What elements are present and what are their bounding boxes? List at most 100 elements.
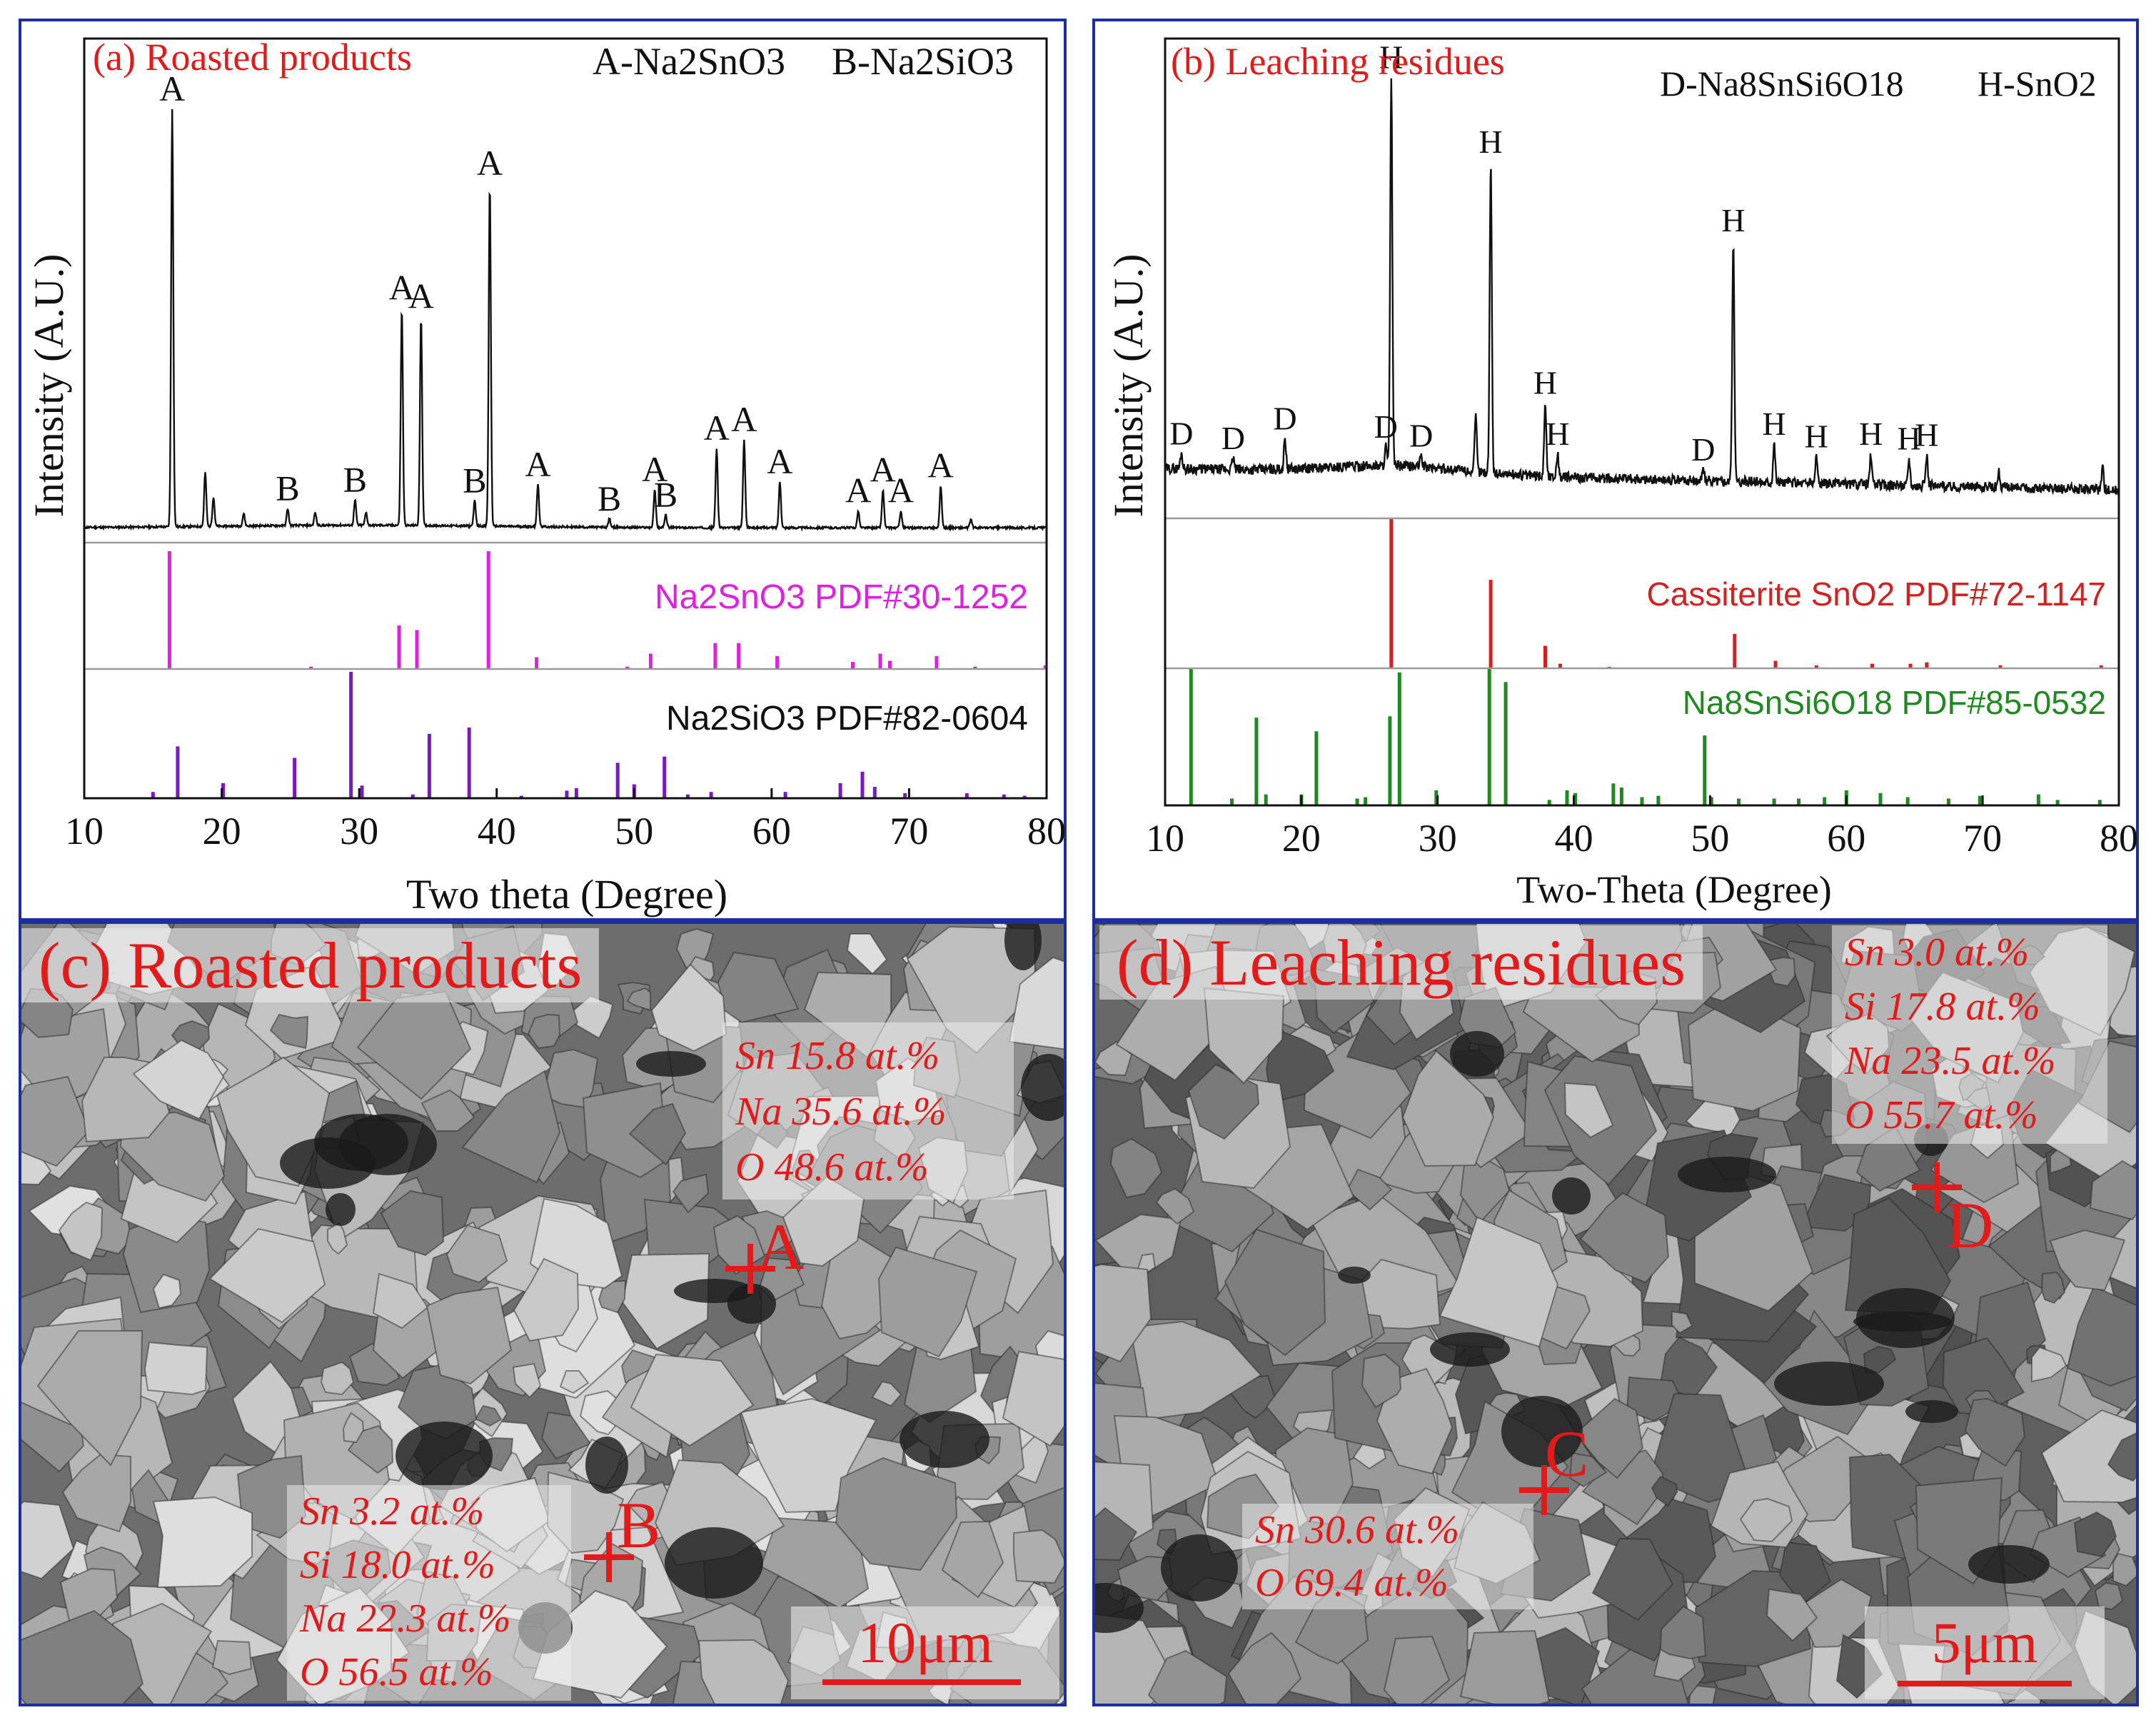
sem-d-grain-445	[1361, 1353, 1402, 1409]
sem-c-grain-401	[877, 1246, 978, 1358]
chart-a-xtick-label-5: 60	[752, 810, 791, 853]
sem-c-grain-307	[707, 951, 800, 1024]
eds-a-line-3: O 48.6 at.%	[735, 1145, 929, 1190]
eds-d-line-4: O 55.7 at.%	[1845, 1093, 2038, 1137]
sem-c-grain-372	[143, 1341, 208, 1396]
sem-c-pore-13	[1004, 924, 1042, 970]
sem-c-grain-161	[598, 1279, 627, 1314]
point-d-label: D	[1946, 1189, 1994, 1262]
sem-d-grain-478	[1765, 1588, 1818, 1642]
chart-a-xlabel: Two theta (Degree)	[406, 871, 727, 917]
sem-c-pore-9	[1021, 1054, 1064, 1121]
point-c-marker	[1519, 1465, 1569, 1515]
chart-b-peak-label-8: H	[1533, 365, 1557, 401]
sem-d-pore-12	[1678, 1157, 1776, 1192]
eds-box-d: Sn 3.0 at.% Si 17.8 at.% Na 23.5 at.% O …	[1832, 925, 2107, 1144]
chart-a-xtick-label-2: 30	[340, 810, 378, 853]
chart-a-peak-label-12: A	[525, 444, 550, 484]
sem-d-grain-420	[1137, 1252, 1157, 1274]
sem-c-pore-6	[326, 1193, 356, 1226]
chart-a-xtick-label-6: 70	[890, 810, 928, 853]
chart-a-peak-label-6: B	[343, 460, 367, 500]
sem-d-pore-11	[1853, 1312, 1952, 1332]
sem-d-pore-9	[1774, 1362, 1884, 1406]
chart-b-xtick-label-3: 40	[1555, 817, 1593, 860]
chart-b-xtick-label-0: 10	[1146, 817, 1184, 860]
sem-c-grain-330	[540, 1411, 592, 1460]
chart-b-peak-label-2: D	[1273, 400, 1296, 436]
sem-c-grain-273	[372, 1272, 429, 1329]
sem-c-grain-275	[474, 1404, 503, 1427]
sem-d-grain-460	[1563, 1082, 1614, 1139]
sem-d-grain-378	[1648, 1392, 1753, 1504]
sem-c-grain-415	[152, 1496, 253, 1589]
eds-box-c: Sn 30.6 at.% O 69.4 at.%	[1242, 1504, 1533, 1609]
chart-a-ref2-label: Na2SiO3 PDF#82-0604	[666, 700, 1028, 738]
chart-a-peak-label-21: A	[888, 471, 914, 511]
chart-b-pattern-line	[1164, 78, 2120, 496]
sem-d-grain-424	[2066, 1285, 2136, 1387]
sem-d-grain-502	[1863, 1345, 1897, 1374]
sem-c-grain-413	[461, 1070, 561, 1184]
eds-b-line-4: O 56.5 at.%	[300, 1650, 493, 1694]
sem-c-grain-266	[420, 1089, 475, 1132]
chart-b-peak-label-5: D	[1409, 418, 1433, 454]
sem-d-grain-403	[2073, 1511, 2117, 1558]
eds-d-line-2: Si 17.8 at.%	[1845, 985, 2040, 1029]
chart-a-peak-label-11: A	[477, 143, 503, 183]
sem-c-grain-245	[541, 1048, 599, 1109]
chart-b-peak-label-9: H	[1546, 416, 1569, 452]
sem-d-grain-373	[1346, 1168, 1393, 1211]
sem-d-grain-485	[1187, 1063, 1260, 1140]
sem-d-pore-7	[1161, 1534, 1238, 1601]
sem-c-grain-48	[871, 1380, 902, 1407]
sem-c-grain-391	[425, 1286, 513, 1385]
chart-a-peak-label-10: B	[463, 461, 486, 501]
scale-bar-d: 5μm	[1865, 1606, 2105, 1699]
sem-c-grain-417	[342, 1412, 365, 1444]
chart-b-peak-label-0: D	[1169, 416, 1193, 452]
chart-a-xtick-label-3: 40	[478, 810, 516, 853]
chart-a-peak-label-17: A	[731, 399, 757, 439]
chart-a-peak-label-9: A	[408, 276, 434, 316]
sem-d-grain-506	[2089, 1160, 2136, 1221]
sem-c-grain-399	[21, 1609, 144, 1704]
scale-label-c: 10μm	[857, 1610, 993, 1675]
panel-b-frame	[1092, 19, 2139, 921]
sem-d-grain-511	[1579, 1192, 1670, 1284]
sem-c-grain-409	[835, 1457, 958, 1571]
eds-b-line-3: Na 22.3 at.%	[300, 1596, 511, 1641]
chart-b-peak-label-15: H	[1897, 421, 1920, 457]
sem-c-grain-80	[672, 1173, 710, 1214]
chart-b-peak-label-1: D	[1221, 420, 1245, 456]
chart-b-xtick-label-4: 50	[1691, 817, 1729, 860]
chart-b-ref2-label: Na8SnSi6O18 PDF#85-0532	[1683, 684, 2106, 721]
sem-d-pore-3	[1552, 1177, 1591, 1214]
sem-c-grain-63	[621, 1252, 710, 1350]
sem-d-grain-508	[1671, 1310, 1693, 1334]
point-a-label: A	[757, 1210, 805, 1283]
chart-a-peak-label-19: A	[845, 471, 871, 511]
sem-c-grain-205	[445, 1224, 508, 1284]
sem-c-grain-389	[628, 1102, 687, 1166]
sem-d-pore-5	[1501, 1396, 1583, 1467]
sem-c-grain-133	[320, 1361, 355, 1396]
sem-c-grain-408	[132, 1039, 225, 1120]
sem-d-grain-401	[1778, 1541, 1832, 1606]
sem-c-pore-12	[396, 1422, 493, 1490]
eds-box-a: Sn 15.8 at.% Na 35.6 at.% O 48.6 at.%	[722, 1022, 1014, 1200]
sem-c-grain-184	[58, 1201, 104, 1262]
sem-c-grain-383	[846, 933, 888, 975]
sem-d-grain-482	[1147, 1649, 1228, 1704]
sem-d-grain-513	[1109, 1137, 1163, 1199]
chart-b-peak-label-13: H	[1805, 418, 1828, 455]
chart-a-peak-label-16: A	[704, 408, 730, 448]
chart-b-xtick-label-5: 60	[1827, 817, 1865, 860]
sem-c-pore-11	[636, 1051, 706, 1077]
chart-a-legend-b: B-Na2SiO3	[832, 40, 1014, 83]
chart-a-xtick-label-4: 50	[615, 810, 653, 853]
chart-b-peak-label-7: H	[1479, 124, 1502, 160]
sem-c-grain-385	[697, 1639, 790, 1704]
